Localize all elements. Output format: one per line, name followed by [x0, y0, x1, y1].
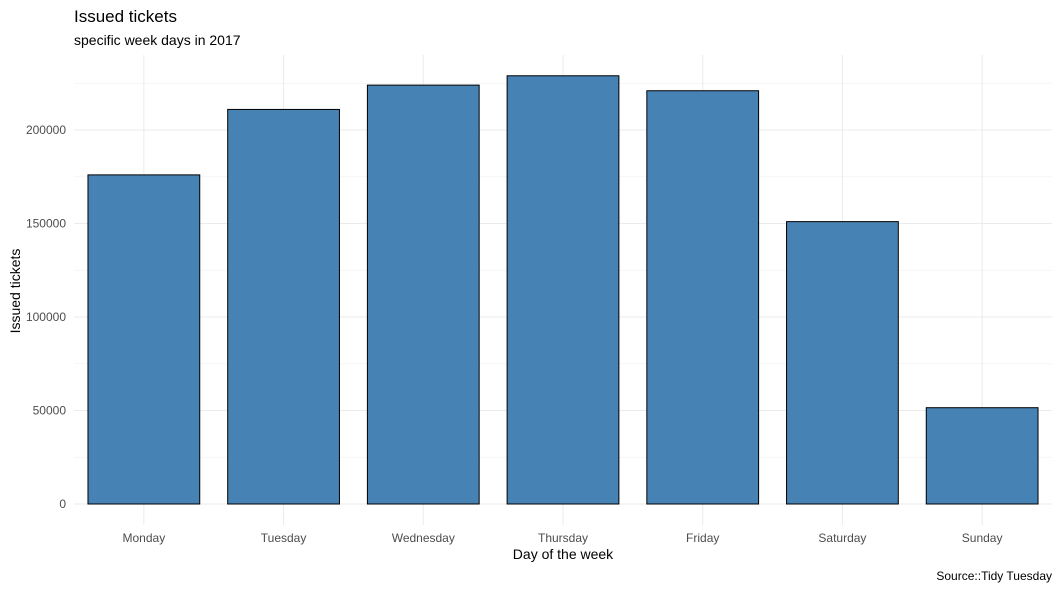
bar-tuesday [227, 108, 340, 505]
chart-caption: Source::Tidy Tuesday [936, 569, 1052, 583]
x-tick-label: Thursday [538, 531, 588, 545]
y-tick-labels: 0 50000 100000 150000 200000 [26, 123, 66, 511]
x-axis-title: Day of the week [513, 546, 614, 562]
y-tick-label: 50000 [33, 404, 67, 418]
y-tick-label: 200000 [26, 123, 66, 137]
x-tick-label: Friday [686, 531, 719, 545]
bar-thursday [506, 75, 620, 505]
y-tick-label: 150000 [26, 217, 66, 231]
x-tick-label: Sunday [962, 531, 1003, 545]
y-tick-label: 0 [59, 497, 66, 511]
bars [87, 75, 1039, 505]
bar-monday [87, 174, 201, 505]
bar-friday [646, 90, 760, 505]
chart-subtitle: specific week days in 2017 [74, 32, 241, 48]
x-tick-label: Monday [123, 531, 166, 545]
x-tick-label: Tuesday [261, 531, 307, 545]
bar-sunday [925, 407, 1039, 505]
bar-saturday [786, 221, 899, 505]
x-tick-label: Wednesday [392, 531, 455, 545]
x-tick-labels: Monday Tuesday Wednesday Thursday Friday Satu… [123, 531, 1003, 545]
chart-title: Issued tickets [74, 7, 177, 26]
y-axis-title: Issued tickets [7, 249, 23, 334]
bar-wednesday [366, 84, 480, 505]
y-tick-label: 100000 [26, 310, 66, 324]
x-tick-label: Saturday [818, 531, 866, 545]
